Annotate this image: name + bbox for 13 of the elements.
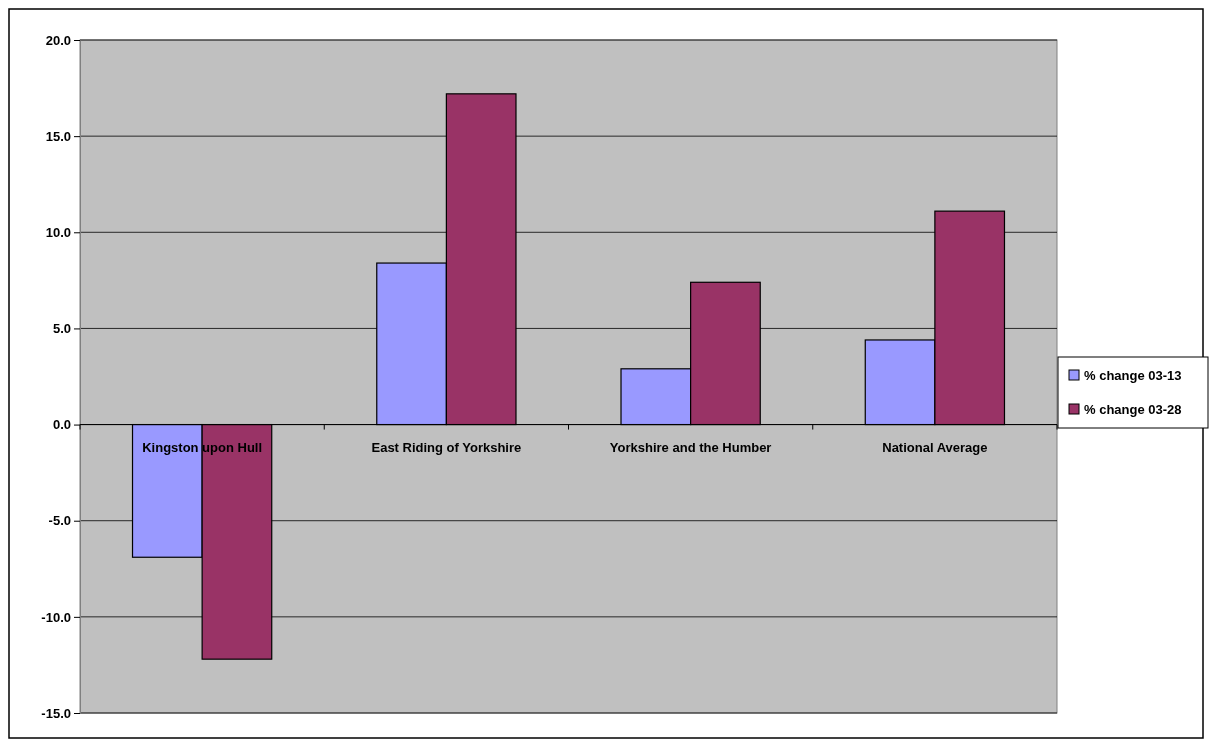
y-tick-label: 0.0: [52, 417, 71, 433]
y-tick-label: 15.0: [45, 128, 71, 144]
y-tick-label: 10.0: [45, 224, 71, 240]
legend-label: % change 03-13: [1084, 368, 1182, 383]
x-tick-label: East Riding of Yorkshire: [371, 440, 522, 456]
y-tick-label: -10.0: [41, 609, 71, 625]
y-tick-label: -15.0: [41, 705, 71, 721]
y-tick-label: 20.0: [45, 32, 71, 48]
legend-label: % change 03-28: [1084, 402, 1182, 417]
y-tick-label: 5.0: [52, 321, 71, 337]
x-tick-label: Yorkshire and the Humber: [609, 440, 772, 456]
x-tick-label: National Average: [882, 440, 988, 456]
y-tick-label: -5.0: [48, 513, 71, 529]
